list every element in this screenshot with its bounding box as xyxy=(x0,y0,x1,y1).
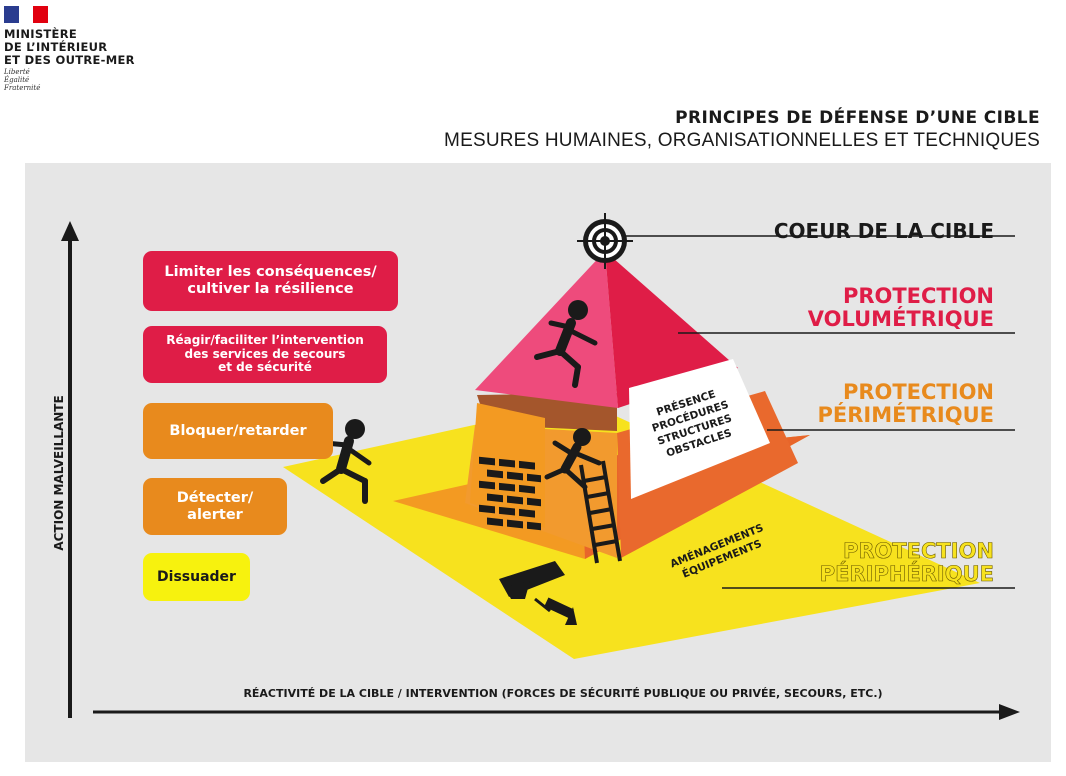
action-label: Limiter les conséquences/ xyxy=(164,264,377,281)
measures-panel xyxy=(629,359,770,499)
ministry-name: MINISTÈRE DE L’INTÉRIEUR ET DES OUTRE-ME… xyxy=(4,28,204,67)
brick-wall-icon xyxy=(470,403,545,531)
motto-line: Fraternité xyxy=(4,84,41,92)
security-camera-icon xyxy=(499,561,577,625)
motto-line: Liberté xyxy=(4,68,30,76)
action-box: Détecter/ alerter xyxy=(143,478,287,535)
action-label: Bloquer/retarder xyxy=(169,422,307,439)
action-label: Détecter/ xyxy=(176,489,254,506)
x-axis-label: RÉACTIVITÉ DE LA CIBLE / INTERVENTION (F… xyxy=(243,687,882,700)
action-label: alerter xyxy=(187,506,243,523)
x-axis-arrow-icon xyxy=(999,704,1020,720)
ministry-name-line: MINISTÈRE xyxy=(4,27,78,41)
action-label: Dissuader xyxy=(157,568,236,585)
level-label-line: COEUR DE LA CIBLE xyxy=(773,219,994,243)
motto-line: Égalité xyxy=(4,76,30,84)
ministry-name-line: DE L’INTÉRIEUR xyxy=(4,40,108,54)
ministry-name-line: ET DES OUTRE-MER xyxy=(4,53,135,67)
y-axis-arrow-icon xyxy=(61,221,79,241)
level-label-line: PÉRIMÉTRIQUE xyxy=(817,403,994,427)
marianne-logo xyxy=(4,6,48,23)
level-label-core: COEUR DE LA CIBLE xyxy=(774,220,994,243)
volumetric-zone-left xyxy=(475,251,618,408)
climbing-intruder-icon xyxy=(544,428,602,490)
action-label: Réagir/faciliter l’intervention xyxy=(166,332,364,347)
level-label-line: PROTECTION xyxy=(842,539,995,563)
level-label-line: VOLUMÉTRIQUE xyxy=(807,307,994,331)
level-label-perimeter: PROTECTION PÉRIMÉTRIQUE xyxy=(817,381,994,427)
level-label-line: PROTECTION xyxy=(842,380,994,404)
action-box: Bloquer/retarder xyxy=(143,403,333,459)
action-box: Limiter les conséquences/ cultiver la ré… xyxy=(143,251,398,311)
republic-motto: Liberté Égalité Fraternité xyxy=(4,68,84,92)
y-axis-label: ACTION MALVEILLANTE xyxy=(52,395,66,550)
level-label-volumetric: PROTECTION VOLUMÉTRIQUE xyxy=(808,285,994,331)
defense-diagram: PRÉSENCE PROCÉDURES STRUCTURES OBSTACLES… xyxy=(52,213,1020,720)
action-box: Dissuader xyxy=(143,553,250,601)
page-subtitle: MESURES HUMAINES, ORGANISATIONNELLES ET … xyxy=(444,130,1040,151)
diagram-panel: PRÉSENCE PROCÉDURES STRUCTURES OBSTACLES… xyxy=(25,163,1051,762)
level-label-line: PROTECTION xyxy=(842,284,994,308)
action-box: Réagir/faciliter l’intervention des serv… xyxy=(143,326,387,383)
page-title: PRINCIPES DE DÉFENSE D’UNE CIBLE xyxy=(675,108,1040,128)
action-label: cultiver la résilience xyxy=(187,281,354,297)
ladder-icon xyxy=(579,460,622,564)
action-label: des services de secours xyxy=(184,346,346,361)
target-icon xyxy=(577,213,633,269)
level-label-peripheral: PROTECTION PÉRIPHÉRIQUE xyxy=(819,539,995,586)
action-label: et de sécurité xyxy=(218,360,312,375)
level-label-line: PÉRIPHÉRIQUE xyxy=(819,562,994,586)
running-intruder-icon xyxy=(534,300,598,388)
